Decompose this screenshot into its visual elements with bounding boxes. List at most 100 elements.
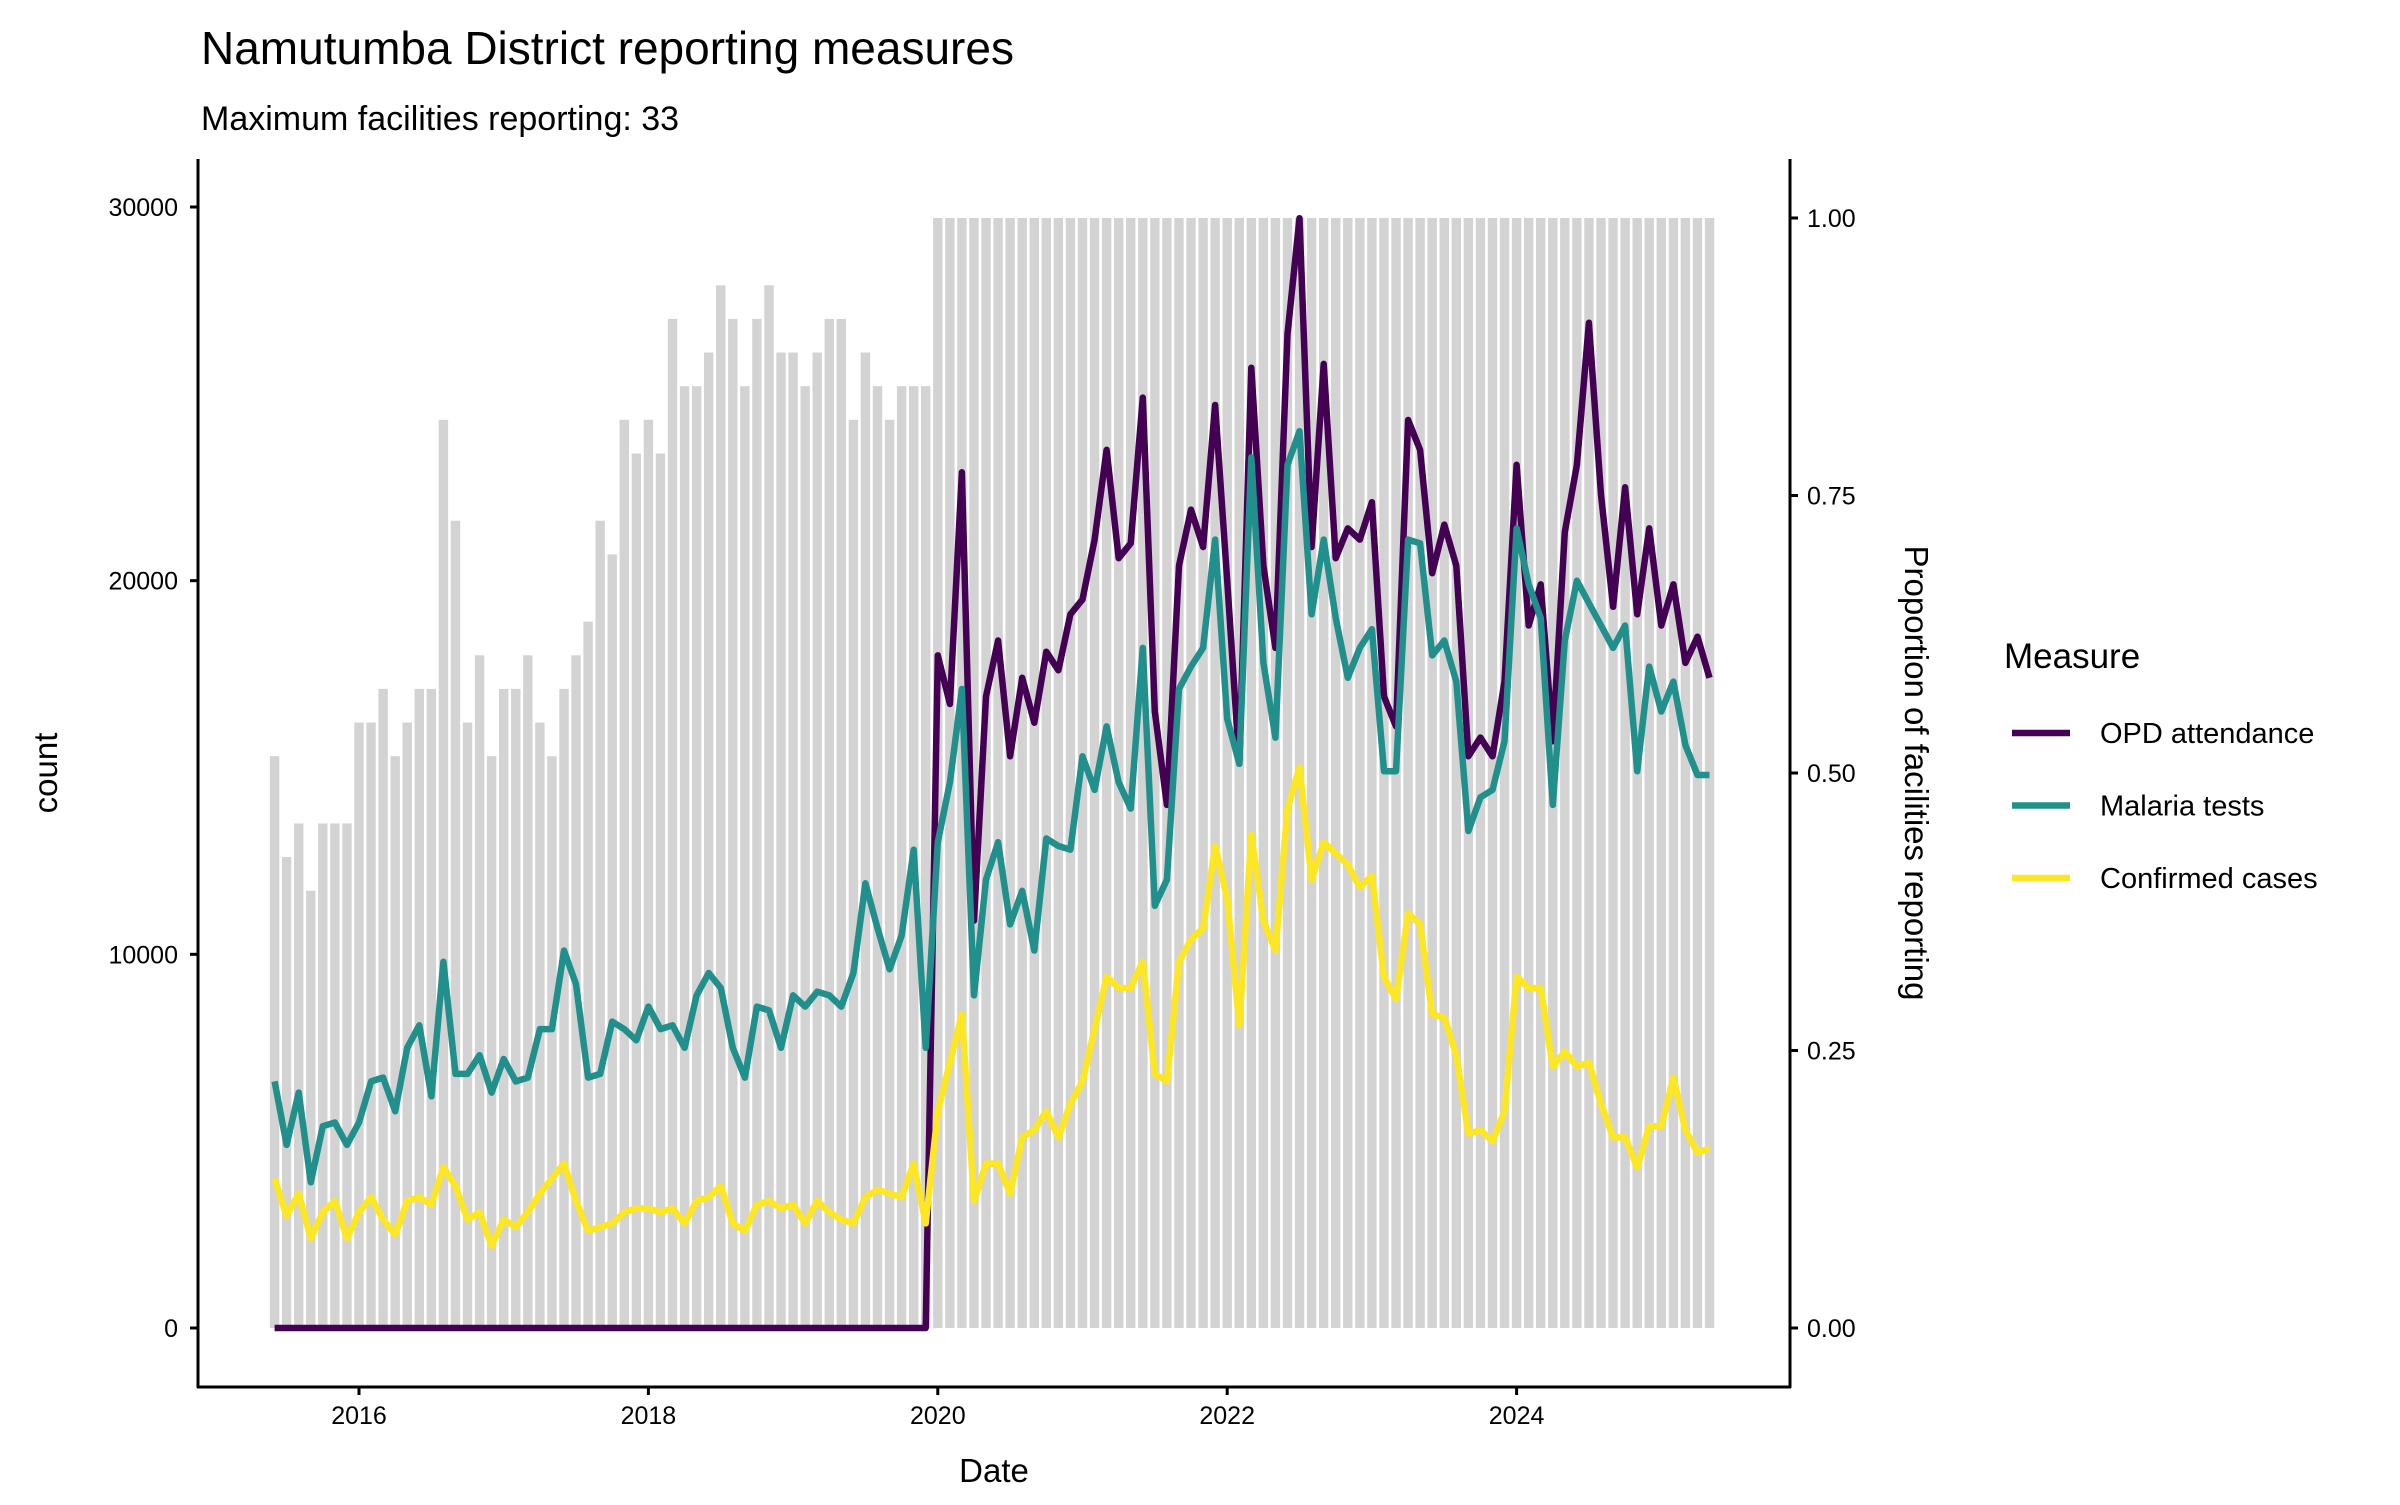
facility-bar <box>438 419 449 1328</box>
facility-bar <box>1270 218 1281 1328</box>
facility-bar <box>703 352 714 1329</box>
facility-bar <box>872 386 883 1328</box>
y-tick-label: 20000 <box>108 568 178 596</box>
y2-axis-ticks: 0.00 0.25 0.50 0.75 1.00 <box>1790 205 1856 1343</box>
facility-bar <box>1415 218 1425 1328</box>
facility-bar <box>1306 218 1317 1328</box>
series-line-confirmed-cases <box>271 764 1711 1250</box>
facility-bar <box>1475 218 1486 1328</box>
facility-bar <box>1511 218 1522 1328</box>
facility-bar <box>414 688 424 1328</box>
x-tick-label: 2022 <box>1199 1402 1255 1430</box>
facility-bar <box>1584 218 1594 1328</box>
y-tick-label: 10000 <box>108 941 178 969</box>
facility-bar <box>583 621 593 1328</box>
legend-label: OPD attendance <box>2100 718 2314 750</box>
facility-bar <box>1668 218 1679 1328</box>
facility-bar <box>643 419 654 1328</box>
facility-bar <box>667 318 678 1329</box>
x-tick-label: 2024 <box>1489 1402 1545 1430</box>
facility-bar <box>281 857 292 1328</box>
legend-title: Measure <box>2004 637 2140 676</box>
facility-bar <box>740 386 750 1328</box>
y2-tick-label: 1.00 <box>1807 205 1856 233</box>
facility-bar <box>1065 218 1076 1328</box>
facility-bar <box>535 722 545 1328</box>
facility-bar <box>499 688 509 1328</box>
legend: Measure OPD attendance Malaria tests Confi… <box>2004 637 2318 895</box>
facility-bar <box>981 218 991 1328</box>
legend-item: Malaria tests <box>2012 791 2264 823</box>
facility-bar <box>957 218 967 1328</box>
facility-bar <box>691 386 702 1328</box>
facility-bar <box>655 453 666 1328</box>
facility-bar <box>1331 218 1341 1328</box>
x-tick-label: 2018 <box>621 1402 677 1430</box>
series-lines <box>271 214 1713 1332</box>
facility-bar <box>547 756 557 1328</box>
facility-bar <box>969 218 979 1328</box>
y2-tick-label: 0.25 <box>1807 1038 1856 1066</box>
y2-tick-label: 0.75 <box>1807 483 1856 511</box>
facility-bar <box>366 722 376 1328</box>
facility-bar <box>812 352 822 1329</box>
facility-bar <box>1499 218 1510 1328</box>
facility-bar <box>1656 218 1666 1328</box>
facility-bar <box>1017 218 1027 1328</box>
facility-bar <box>1680 218 1691 1328</box>
facility-bar <box>559 688 569 1328</box>
legend-item: OPD attendance <box>2012 718 2314 750</box>
facility-bar <box>486 756 497 1328</box>
facility-bar <box>1234 218 1244 1328</box>
facility-bar <box>390 756 400 1328</box>
y2-tick-label: 0.50 <box>1807 760 1856 788</box>
facility-bar <box>1222 218 1232 1328</box>
facility-bar <box>1150 218 1160 1328</box>
facility-bar <box>776 352 786 1329</box>
x-axis-ticks: 2016 2018 2020 2022 2024 <box>331 1387 1544 1430</box>
facility-bar <box>450 520 461 1328</box>
facility-bar <box>607 554 617 1328</box>
facility-bar <box>1367 218 1377 1328</box>
series-line-malaria-tests <box>271 427 1710 1186</box>
facility-bar <box>679 386 690 1328</box>
facility-bar <box>330 823 340 1328</box>
facility-bar <box>1427 218 1437 1328</box>
x-axis-title: Date <box>959 1452 1029 1489</box>
facility-bar <box>848 419 859 1328</box>
facility-bar <box>1258 218 1269 1328</box>
x-tick-label: 2020 <box>910 1402 966 1430</box>
facility-bar <box>523 655 533 1328</box>
facility-bar <box>1608 218 1618 1328</box>
facility-bar <box>1620 218 1630 1328</box>
facility-bar <box>1041 218 1052 1328</box>
facility-bar <box>1282 218 1293 1328</box>
facility-bar <box>1644 218 1654 1328</box>
facility-bar <box>1343 218 1353 1328</box>
facility-bar <box>1487 218 1498 1328</box>
facility-bar <box>1174 218 1184 1328</box>
facility-bar <box>1439 218 1449 1328</box>
facility-bar <box>402 722 412 1328</box>
facility-bar <box>1198 218 1208 1328</box>
facility-bar <box>619 419 629 1328</box>
y-axis-title: count <box>27 733 64 814</box>
facility-bar <box>1186 218 1196 1328</box>
facility-bar <box>1596 218 1606 1328</box>
facility-bar <box>1536 218 1546 1328</box>
facility-bar <box>1005 218 1015 1328</box>
facility-bar <box>1523 218 1534 1328</box>
facility-bar <box>800 386 810 1328</box>
x-tick-label: 2016 <box>331 1402 387 1430</box>
facility-bar <box>318 823 328 1328</box>
facility-bar <box>426 688 437 1328</box>
legend-label: Confirmed cases <box>2100 863 2318 895</box>
facility-bar <box>860 352 871 1329</box>
facility-bar <box>342 823 352 1328</box>
facility-bar <box>631 453 642 1328</box>
facility-bar <box>1246 218 1257 1328</box>
facility-bar <box>1560 218 1570 1328</box>
facility-bar <box>1053 218 1064 1328</box>
series-line-opd-attendance <box>274 214 1713 1332</box>
